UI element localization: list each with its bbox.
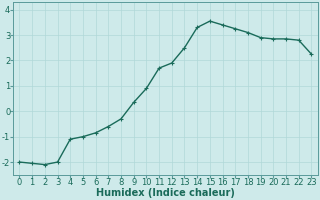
X-axis label: Humidex (Indice chaleur): Humidex (Indice chaleur): [96, 188, 235, 198]
